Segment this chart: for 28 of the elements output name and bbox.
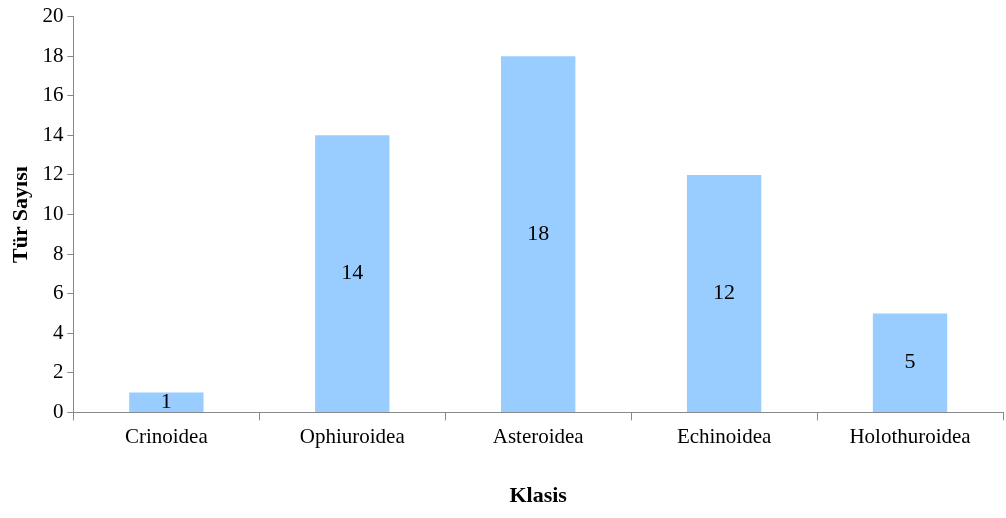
x-tick-label: Crinoidea [124,423,209,448]
data-label: 1 [160,388,172,414]
y-tick-label: 16 [42,82,64,107]
x-tick-label: Asteroidea [492,423,585,448]
bar [686,174,762,412]
bar [872,313,948,412]
y-tick-label: 8 [52,240,64,265]
data-label: 12 [713,279,736,305]
y-tick-label: 4 [52,319,64,344]
y-tick-label: 10 [42,201,64,226]
y-tick-label: 0 [52,398,64,423]
y-tick-label: 20 [42,3,64,28]
y-tick-label: 6 [52,280,64,305]
bar [315,135,390,412]
y-axis-title: Tür Sayısı [6,166,32,263]
y-tick-label: 2 [52,359,64,384]
data-label: 14 [341,259,364,285]
x-axis-title: Klasis [509,482,568,508]
x-tick-label: Ophiuroidea [299,423,406,448]
data-label: 18 [527,219,550,245]
y-tick-label: 14 [42,121,64,146]
data-label: 5 [904,348,916,374]
x-tick-label: Echinoidea [676,423,773,448]
y-tick-label: 18 [42,42,64,67]
bar [501,56,576,412]
bar [129,392,204,412]
y-tick-label: 12 [42,161,64,186]
x-tick-label: Holothuroidea [849,423,972,448]
